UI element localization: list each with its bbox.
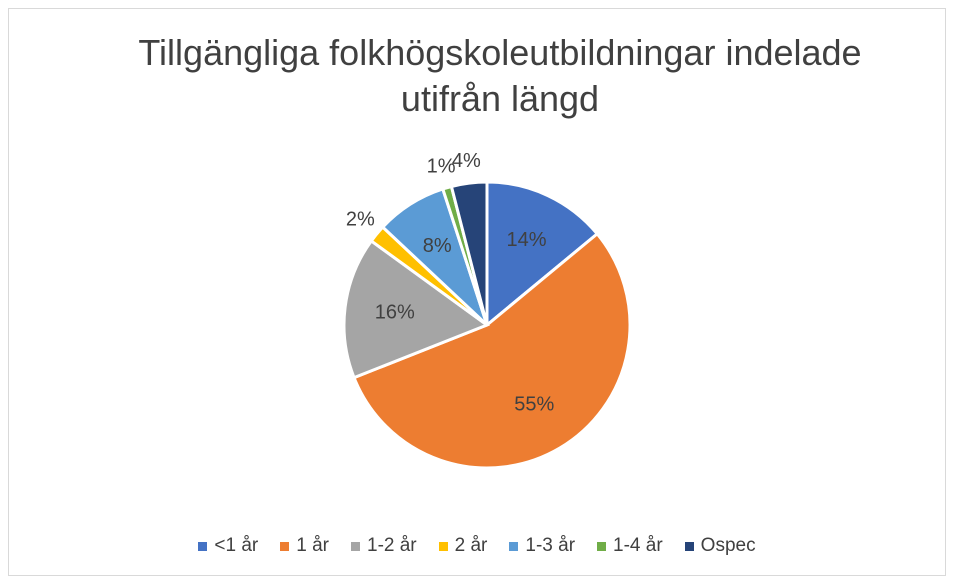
legend-label: Ospec	[700, 535, 756, 556]
chart-title: Tillgängliga folkhögskoleutbildningar in…	[138, 32, 862, 119]
legend-swatch	[198, 541, 208, 551]
legend-item: 2 år	[438, 535, 488, 557]
legend-item: 1 år	[280, 535, 329, 557]
legend-label: 1-4 år	[613, 535, 663, 556]
data-label: 14%	[507, 229, 547, 251]
data-label: 16%	[375, 302, 415, 324]
pie-slice	[485, 180, 600, 329]
data-label: 8%	[423, 235, 452, 257]
legend-item: 1-3 år	[509, 535, 575, 557]
legend-label: 1 år	[296, 535, 329, 556]
legend-label: 1-2 år	[367, 535, 417, 556]
data-label: 2%	[346, 208, 375, 230]
legend-swatch	[684, 541, 694, 551]
pie-slice	[449, 180, 489, 326]
legend-label: 2 år	[454, 535, 488, 556]
data-label: 1%	[427, 155, 456, 177]
legend-swatch	[280, 541, 290, 551]
pie-slice	[342, 238, 491, 380]
pie-slice	[352, 231, 632, 470]
legend-item: 1-4 år	[597, 535, 663, 557]
legend-swatch	[597, 541, 607, 551]
legend-swatch	[438, 541, 448, 551]
legend: <1 år 1 år 1-2 år 2 år 1-3 år 1-4 år Ospec	[0, 535, 954, 557]
legend-swatch	[351, 541, 360, 551]
data-label: 55%	[514, 393, 554, 415]
legend-item: 1-2 år	[351, 535, 417, 557]
chart-frame	[8, 8, 946, 576]
data-label: 4%	[452, 150, 481, 172]
legend-item: <1 år	[198, 535, 258, 557]
legend-item: Ospec	[684, 535, 756, 557]
legend-label: 1-3 år	[525, 535, 576, 556]
legend-label: <1 år	[214, 535, 259, 556]
legend-swatch	[509, 541, 519, 551]
